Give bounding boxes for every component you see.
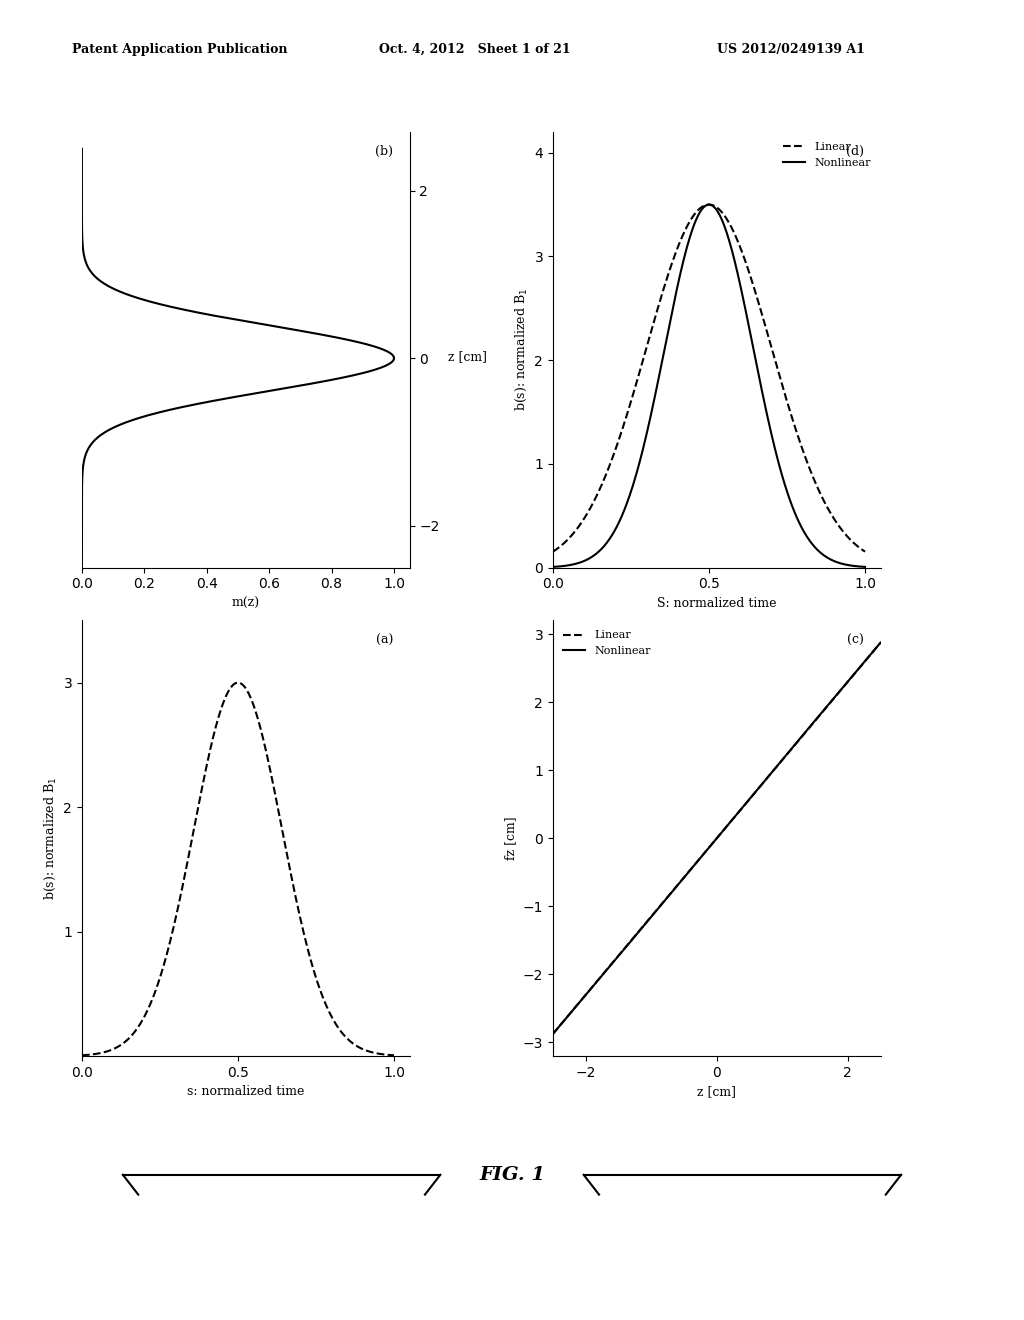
Text: US 2012/0249139 A1: US 2012/0249139 A1 (717, 42, 864, 55)
Linear (733, 238, 745, 253)
X-axis label: z [cm]: z [cm] (697, 1085, 736, 1098)
X-axis label: S: normalized time: S: normalized time (657, 597, 776, 610)
Text: (d): (d) (846, 145, 864, 158)
Nonlinear (695, 202, 708, 218)
Linear (717, 205, 729, 220)
Nonlinear (803, 532, 815, 548)
Nonlinear (733, 273, 745, 289)
Text: FIG. 1: FIG. 1 (479, 1166, 545, 1184)
Linear (741, 793, 754, 809)
Legend: Linear, Nonlinear: Linear, Nonlinear (558, 626, 655, 660)
Legend: Linear, Nonlinear: Linear, Nonlinear (778, 137, 876, 172)
Linear (697, 198, 710, 214)
Y-axis label: z [cm]: z [cm] (447, 350, 487, 363)
Text: Patent Application Publication: Patent Application Publication (72, 42, 287, 55)
Linear (702, 197, 715, 213)
Text: (b): (b) (375, 145, 393, 158)
Text: Oct. 4, 2012   Sheet 1 of 21: Oct. 4, 2012 Sheet 1 of 21 (379, 42, 570, 55)
Line: Linear: Linear (553, 643, 881, 1034)
Text: (c): (c) (848, 634, 864, 647)
Line: Linear: Linear (553, 205, 865, 552)
Linear (866, 644, 879, 660)
Nonlinear (547, 558, 559, 574)
Linear (705, 838, 717, 854)
Linear (547, 544, 559, 560)
Linear (859, 544, 871, 560)
Nonlinear (859, 558, 871, 574)
Nonlinear (717, 213, 729, 228)
Nonlinear (866, 644, 879, 660)
Linear (852, 539, 864, 554)
Nonlinear (702, 197, 715, 213)
Nonlinear (874, 635, 887, 651)
Nonlinear (815, 705, 827, 721)
Nonlinear (724, 814, 736, 830)
Line: Nonlinear: Nonlinear (553, 643, 881, 1034)
X-axis label: s: normalized time: s: normalized time (187, 1085, 304, 1098)
Linear (724, 814, 736, 830)
Linear (874, 635, 887, 651)
Y-axis label: b(s): normalized B$_1$: b(s): normalized B$_1$ (43, 776, 57, 900)
Linear (815, 705, 827, 721)
Nonlinear (697, 199, 710, 215)
Linear (547, 1026, 559, 1041)
Nonlinear (702, 840, 715, 855)
Linear (803, 461, 815, 477)
X-axis label: m(z): m(z) (231, 597, 260, 610)
Text: (a): (a) (376, 634, 393, 647)
Nonlinear (741, 793, 754, 809)
Y-axis label: b(s): normalized B$_1$: b(s): normalized B$_1$ (514, 288, 528, 412)
Nonlinear (547, 1026, 559, 1041)
Nonlinear (705, 838, 717, 854)
Line: Nonlinear: Nonlinear (553, 205, 865, 566)
Y-axis label: fz [cm]: fz [cm] (504, 816, 517, 861)
Nonlinear (852, 558, 864, 574)
Linear (702, 840, 715, 855)
Linear (695, 199, 708, 215)
